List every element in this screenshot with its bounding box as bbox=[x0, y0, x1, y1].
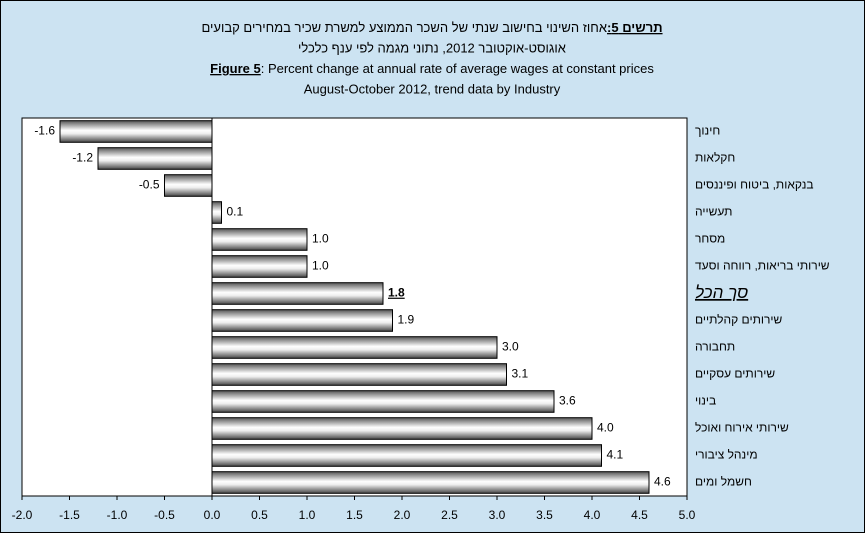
subtitle-en: August-October 2012, trend data by Indus… bbox=[304, 81, 561, 96]
category-label: מסחר bbox=[695, 232, 725, 246]
bar bbox=[211, 201, 222, 224]
category-label: חשמל ומים bbox=[695, 475, 752, 489]
data-label: 3.1 bbox=[512, 367, 529, 381]
x-tick-label: -0.5 bbox=[154, 508, 175, 522]
bar bbox=[211, 228, 308, 251]
x-tick-label: 2.5 bbox=[441, 508, 458, 522]
category-label: סך הכל bbox=[695, 283, 748, 302]
bar bbox=[164, 174, 213, 197]
data-label: 1.9 bbox=[398, 313, 415, 327]
data-label: 3.6 bbox=[559, 394, 576, 408]
bar bbox=[211, 444, 602, 467]
x-tick-label: -2.0 bbox=[12, 508, 33, 522]
data-label: 1.8 bbox=[388, 286, 405, 300]
data-label: 3.0 bbox=[502, 340, 519, 354]
x-tick-label: -1.5 bbox=[59, 508, 80, 522]
bar bbox=[97, 147, 213, 170]
category-label: בנקאות, ביטוח ופיננסים bbox=[695, 178, 814, 192]
x-tick-label: 1.5 bbox=[346, 508, 363, 522]
title-en: Figure 5: Percent change at annual rate … bbox=[210, 61, 654, 76]
bar bbox=[59, 120, 213, 143]
category-label: תעשייה bbox=[695, 205, 732, 219]
data-label: 0.1 bbox=[227, 205, 244, 219]
data-label: 4.1 bbox=[607, 448, 624, 462]
title-en-label: Figure 5 bbox=[210, 61, 261, 76]
x-tick-label: 3.5 bbox=[536, 508, 553, 522]
title-he-text: אחוז השינוי בחישוב שנתי של השכר הממוצע ל… bbox=[201, 20, 607, 35]
x-tick-label: 3.0 bbox=[489, 508, 506, 522]
x-tick-label: 1.0 bbox=[299, 508, 316, 522]
x-tick-label: -1.0 bbox=[107, 508, 128, 522]
data-label: 4.6 bbox=[654, 475, 671, 489]
data-label: -1.6 bbox=[34, 124, 55, 138]
x-tick-label: 5.0 bbox=[679, 508, 696, 522]
data-label: -0.5 bbox=[139, 178, 160, 192]
bar bbox=[211, 336, 498, 359]
title-en-text: : Percent change at annual rate of avera… bbox=[261, 61, 655, 76]
x-tick-label: 4.0 bbox=[584, 508, 601, 522]
x-tick-label: 4.5 bbox=[631, 508, 648, 522]
bar bbox=[211, 282, 384, 305]
data-label: -1.2 bbox=[72, 151, 93, 165]
category-label: חינוך bbox=[695, 124, 720, 138]
bar bbox=[211, 363, 507, 386]
category-label: בינוי bbox=[695, 394, 716, 408]
title-he-label: תרשים 5: bbox=[607, 20, 663, 35]
subtitle-he: אוגוסט-אוקטובר 2012, נתוני מגמה לפי ענף … bbox=[298, 40, 566, 55]
category-label: שירותים קהלתיים bbox=[695, 313, 783, 327]
bar bbox=[211, 417, 593, 440]
data-label: 4.0 bbox=[597, 421, 614, 435]
category-label: שירותי בריאות, רווחה וסעד bbox=[695, 259, 830, 273]
category-label: מינהל ציבורי bbox=[695, 448, 758, 462]
bar bbox=[211, 390, 555, 413]
category-label: תחבורה bbox=[695, 340, 735, 354]
bar bbox=[211, 309, 393, 332]
x-tick-label: 2.0 bbox=[394, 508, 411, 522]
category-label: שירותים עסקיים bbox=[695, 367, 775, 381]
bar bbox=[211, 255, 308, 278]
data-label: 1.0 bbox=[312, 259, 329, 273]
bar bbox=[211, 471, 650, 494]
data-label: 1.0 bbox=[312, 232, 329, 246]
x-tick-label: 0.0 bbox=[204, 508, 221, 522]
category-label: שירותי אירוח ואוכל bbox=[695, 421, 789, 435]
category-label: חקלאות bbox=[695, 151, 735, 165]
title-he: תרשים 5:אחוז השינוי בחישוב שנתי של השכר … bbox=[201, 20, 662, 35]
x-tick-label: 0.5 bbox=[251, 508, 268, 522]
